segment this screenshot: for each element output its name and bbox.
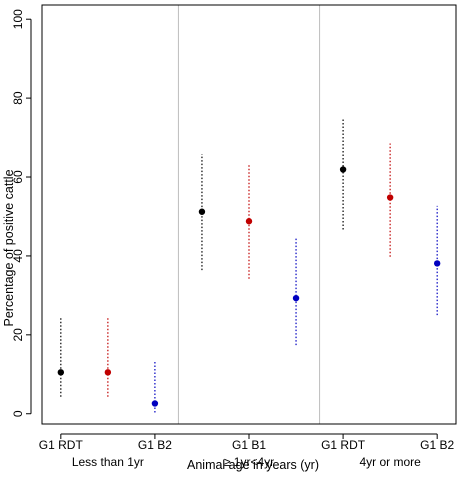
x-tick-label: G1 B2: [420, 438, 454, 452]
y-tick-label: 100: [11, 9, 25, 29]
data-point: [292, 294, 300, 302]
x-tick-label: G1 B2: [138, 438, 172, 452]
y-tick-label: 80: [11, 91, 25, 105]
x-tick-label: G1 B1: [232, 438, 266, 452]
y-tick-label: 60: [11, 170, 25, 184]
y-tick-label: 40: [11, 249, 25, 263]
data-point: [245, 218, 253, 225]
data-point: [57, 369, 65, 376]
data-point: [433, 260, 441, 267]
x-tick-label: G1 RDT: [39, 438, 84, 452]
group-label: Less than 1yr: [72, 455, 144, 469]
data-point: [339, 166, 347, 173]
x-tick-label: G1 RDT: [321, 438, 366, 452]
y-tick-label: 0: [11, 410, 25, 417]
data-point: [198, 208, 206, 215]
y-tick-label: 20: [11, 328, 25, 342]
data-point: [104, 369, 112, 376]
x-axis-title: Animal age in years (yr): [187, 458, 319, 472]
group-label: 4yr or more: [359, 455, 421, 469]
group-label: ≥ 1yr<4yr: [224, 455, 274, 469]
plot-frame: [41, 4, 457, 425]
data-point: [151, 400, 159, 407]
y-axis-title: Percentage of positive cattle: [2, 169, 16, 326]
data-point: [386, 194, 394, 201]
